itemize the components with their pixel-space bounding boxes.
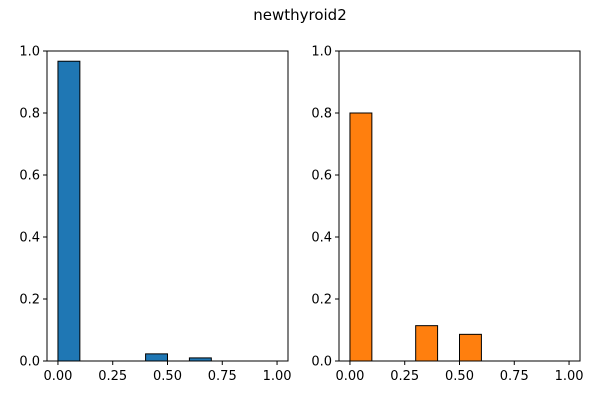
histogram-bar [57,60,81,362]
y-tick-label: 0.4 [19,231,40,246]
x-tick-label: 1.00 [263,369,292,384]
figure-title: newthyroid2 [253,6,347,24]
x-tick-label: 0.25 [390,369,419,384]
histogram-panel-right: 0.00 0.25 0.50 0.75 1.00 0.0 0.2 0.4 0.6 0.8 1.0 [311,45,583,385]
y-tick-label: 0.8 [19,107,40,122]
x-tick-label: 0.50 [153,369,182,384]
x-tick-label: 0.00 [335,369,364,384]
histogram-bar [349,112,373,362]
histogram-bar [459,333,482,362]
x-tick-label: 0.75 [500,369,529,384]
axes-frame [46,50,289,362]
y-tick-label: 0.4 [311,231,332,246]
y-tick-label: 0.0 [311,355,332,370]
histogram-panel-left: 0.00 0.25 0.50 0.75 1.00 0.0 0.2 0.4 0.6 0.8 1.0 [19,45,291,385]
x-tick-label: 0.75 [208,369,237,384]
histogram-bar [145,353,169,362]
y-tick-label: 1.0 [311,45,332,60]
y-tick-label: 0.0 [19,355,40,370]
y-tick-label: 0.6 [311,169,332,184]
x-tick-label: 0.50 [445,369,474,384]
y-tick-label: 0.2 [19,293,40,308]
y-tick-label: 0.2 [311,293,332,308]
x-tick-label: 0.25 [98,369,127,384]
y-tick-label: 0.8 [311,107,332,122]
y-tick-label: 0.6 [19,169,40,184]
histogram-bar [415,325,439,362]
axes-frame [338,50,581,362]
x-tick-label: 1.00 [555,369,584,384]
x-tick-label: 0.00 [43,369,72,384]
y-tick-label: 1.0 [19,45,40,60]
